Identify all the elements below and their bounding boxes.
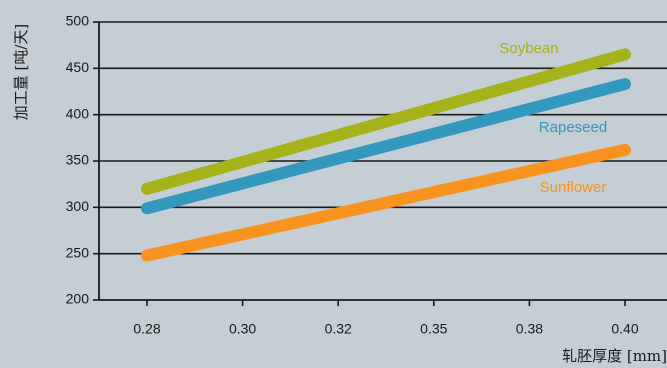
x-tick-label: 0.32 — [325, 321, 352, 337]
x-tick-label: 0.40 — [611, 321, 638, 337]
grid — [99, 21, 667, 255]
y-tick-label: 450 — [66, 59, 90, 75]
y-tick-label: 200 — [66, 291, 90, 307]
x-tick-label: 0.35 — [420, 321, 447, 337]
x-tick-label: 0.28 — [133, 321, 160, 337]
series-label-rapeseed: Rapeseed — [539, 119, 607, 136]
series-label-soybean: Soybean — [499, 40, 558, 57]
y-axis-ticks: 200 250 300 350 400 450 500 — [66, 13, 99, 307]
y-axis-title: 加工量 [吨/天] — [12, 24, 30, 121]
series-labels: Soybean Rapeseed Sunflower — [499, 40, 607, 196]
y-tick-label: 400 — [66, 105, 90, 121]
series-line-soybean — [141, 48, 631, 195]
x-tick-label: 0.38 — [516, 321, 543, 337]
y-tick-label: 250 — [66, 244, 90, 260]
x-axis-title: 轧胚厚度 [mm] — [562, 347, 667, 365]
series-line-rapeseed — [141, 78, 631, 215]
y-tick-label: 300 — [66, 198, 90, 214]
y-tick-label: 350 — [66, 152, 90, 168]
y-tick-label: 500 — [66, 13, 90, 29]
series-label-sunflower: Sunflower — [540, 179, 607, 196]
series-line-sunflower — [141, 143, 631, 262]
x-tick-label: 0.30 — [229, 321, 256, 337]
x-axis-ticks: 0.28 0.30 0.32 0.35 0.38 0.40 — [133, 300, 639, 337]
series-lines — [141, 48, 631, 262]
